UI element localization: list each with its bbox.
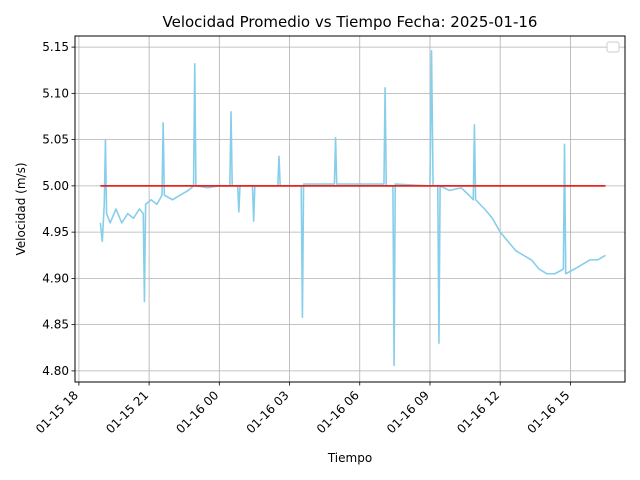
- legend-box: [606, 41, 620, 53]
- y-axis-label: Velocidad (m/s): [14, 162, 28, 255]
- x-axis-label: Tiempo: [327, 451, 372, 465]
- y-tick-label: 5.10: [42, 86, 69, 100]
- y-tick-label: 4.95: [42, 225, 69, 239]
- plot-frame: [74, 35, 626, 383]
- y-tick-label: 4.90: [42, 271, 69, 285]
- y-axis-ticks: 4.80 4.85 4.90 4.95 5.00 5.05 5.10 5.15: [42, 40, 75, 378]
- y-tick-label: 5.00: [42, 179, 69, 193]
- series-line-velocity: [99, 50, 606, 367]
- y-tick-label: 5.05: [42, 133, 69, 147]
- chart-title: Velocidad Promedio vs Tiempo Fecha: 2025…: [163, 13, 538, 31]
- plot-series: [99, 50, 606, 367]
- grid: [75, 36, 625, 382]
- y-tick-label: 4.85: [42, 318, 69, 332]
- y-tick-label: 5.15: [42, 40, 69, 54]
- y-tick-label: 4.80: [42, 364, 69, 378]
